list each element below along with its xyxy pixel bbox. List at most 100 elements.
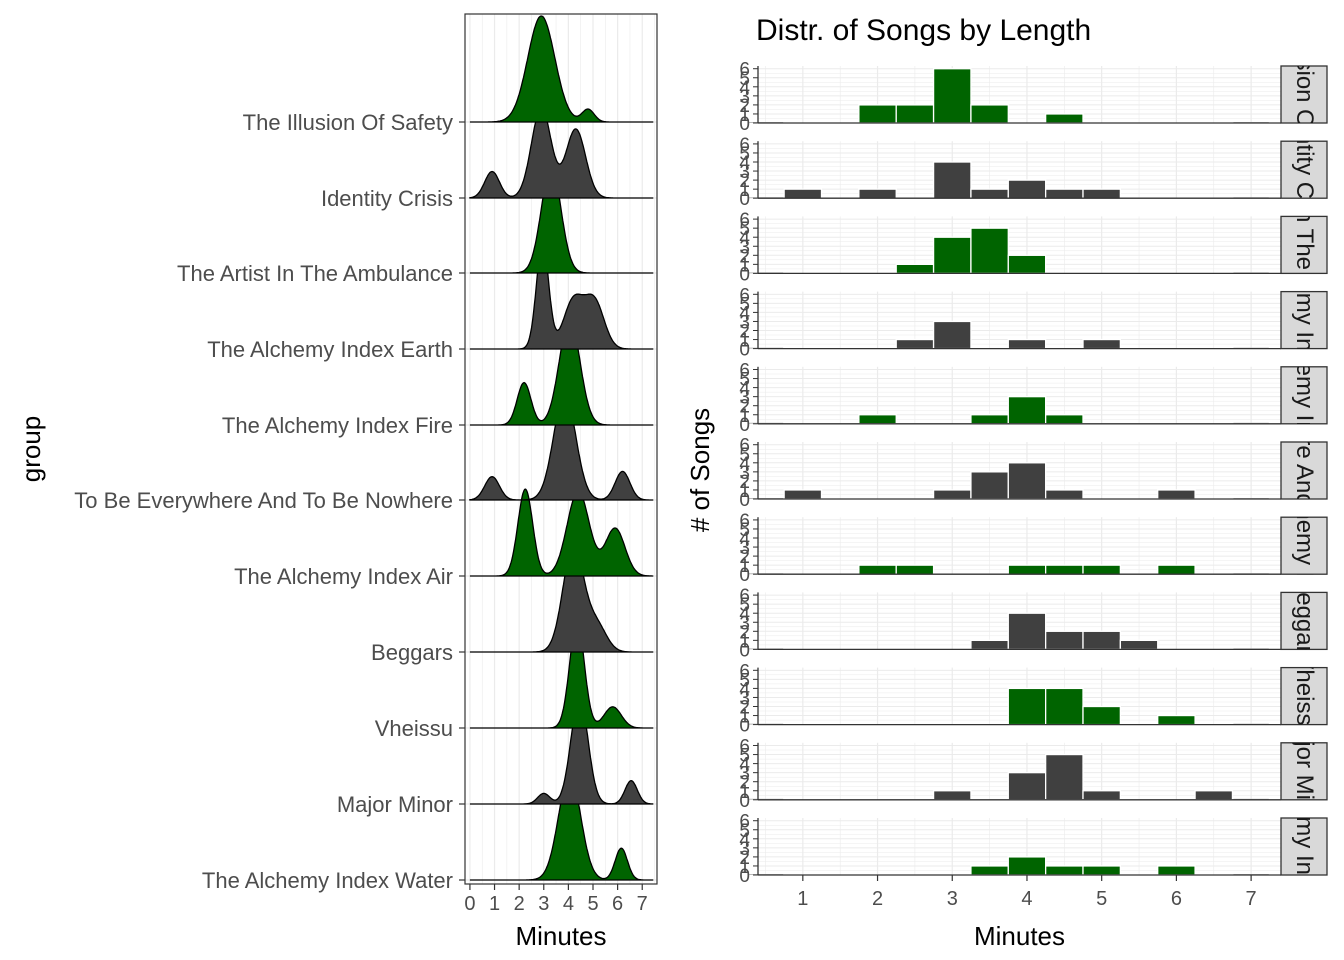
y-tick-label: 6: [739, 812, 750, 833]
y-tick-label: 5: [739, 445, 750, 466]
y-tick-label: 6: [739, 511, 750, 532]
y-tick-label: 1: [739, 406, 750, 427]
y-tick-label: To Be Everywhere And To Be Nowhere: [74, 488, 453, 513]
histogram-bar: [858, 104, 897, 124]
facet-strip-label: Vheissu: [1291, 653, 1318, 738]
x-tick-label: 0: [464, 893, 475, 915]
y-tick-label: 1: [739, 707, 750, 728]
y-tick-label: 4: [739, 228, 750, 249]
y-tick-label: 0: [739, 866, 750, 887]
x-tick-label: 7: [1246, 888, 1257, 910]
y-tick-label: 5: [739, 595, 750, 616]
histogram-bar: [970, 188, 1009, 199]
y-tick-label: 1: [739, 782, 750, 803]
histogram-bar: [1119, 639, 1159, 651]
y-tick-label: 4: [739, 153, 750, 174]
y-tick-label: 4: [739, 529, 750, 550]
y-tick-label: 1: [739, 556, 750, 577]
facet-strip: [1280, 516, 1328, 575]
histogram-bar: [1045, 113, 1084, 124]
histogram-bar: [932, 790, 972, 801]
y-tick-label: The Artist In The Ambulance: [177, 261, 453, 286]
histogram-bar: [1007, 687, 1047, 726]
y-tick-label: 3: [739, 688, 750, 709]
histogram-bar: [970, 865, 1009, 876]
histogram-bar: [1045, 687, 1084, 726]
facet-strip-label: The Illusion Of Safety: [1291, 0, 1318, 209]
y-tick-label: 4: [739, 379, 750, 400]
histogram-bar: [895, 564, 935, 575]
y-tick-label: 4: [739, 755, 750, 776]
y-tick-label: The Alchemy Index Earth: [207, 337, 453, 362]
histogram-bar: [1007, 856, 1047, 876]
x-tick-label: 2: [872, 888, 883, 910]
facet-strip-label-group: The Alchemy Index Earth: [1291, 292, 1318, 349]
y-tick-label: 6: [739, 361, 750, 382]
facet-strip-label: To Be Everywhere And To Be Nowhere: [1291, 264, 1318, 677]
histogram-bar: [970, 471, 1009, 500]
facet-strip: [1280, 65, 1328, 124]
histogram-bar: [895, 338, 935, 350]
x-tick-label: 3: [947, 888, 958, 910]
histogram-bar: [783, 489, 823, 500]
histogram-bar: [1157, 564, 1196, 575]
density-ridge: [469, 543, 654, 653]
histogram-bar: [895, 263, 935, 275]
y-tick-label: 2: [739, 322, 750, 343]
density-ridge: [469, 166, 654, 274]
y-tick-label: 4: [739, 830, 750, 851]
y-axis-title: # of Songs: [685, 408, 715, 532]
y-tick-label: 3: [739, 87, 750, 108]
y-tick-label: 2: [739, 472, 750, 493]
facet-strip: [1280, 441, 1328, 500]
facet-strip-label-group: To Be Everywhere And To Be Nowhere: [1291, 264, 1318, 677]
histogram-bar: [932, 320, 972, 350]
facet-strip-label-group: The Alchemy Index Air: [1291, 517, 1318, 574]
histogram-bar: [1045, 414, 1084, 425]
histogram-bar: [1157, 489, 1196, 500]
histogram-bar: [1082, 564, 1122, 575]
histogram-bar: [1007, 462, 1047, 500]
facet-strip-label-group: The Illusion Of Safety: [1291, 0, 1318, 209]
y-tick-label: The Illusion Of Safety: [243, 110, 453, 135]
facet-strip-label-group: The Alchemy Index Water: [1291, 818, 1318, 875]
facet-strip-label: Identity Crisis: [1291, 98, 1318, 242]
histogram-bar: [1082, 188, 1122, 199]
y-tick-label: 3: [739, 538, 750, 559]
y-tick-label: 5: [739, 520, 750, 541]
facet-strip-label-group: Beggars: [1291, 592, 1318, 649]
density-ridge: [469, 488, 654, 577]
histogram-bar: [932, 68, 972, 124]
y-tick-label: 6: [739, 586, 750, 607]
x-tick-label: 4: [1021, 888, 1032, 910]
histogram-bar: [1007, 612, 1047, 651]
x-tick-label: 6: [1171, 888, 1182, 910]
y-tick-label: 5: [739, 219, 750, 240]
chart-title: Distr. of Songs by Length: [756, 14, 1091, 47]
y-tick-label: 0: [739, 415, 750, 436]
histogram-bar: [932, 161, 972, 199]
histogram-bar: [970, 227, 1009, 275]
density-ridge: [469, 621, 654, 729]
x-tick-label: 6: [612, 893, 623, 915]
y-tick-label: The Alchemy Index Water: [202, 868, 453, 893]
y-tick-label: 6: [739, 60, 750, 81]
y-tick-label: 5: [739, 746, 750, 767]
histogram-bar: [1045, 489, 1084, 500]
y-tick-label: 3: [739, 237, 750, 258]
facet-strip: [1280, 591, 1328, 651]
y-tick-label: Vheissu: [375, 716, 453, 741]
facet-strip: [1280, 215, 1328, 275]
facet-strip-label: The Artist In The Ambulance: [1291, 94, 1318, 395]
histogram-bar: [1045, 865, 1084, 876]
histogram-bar: [1045, 753, 1084, 801]
y-tick-label: 5: [739, 144, 750, 165]
y-tick-label: 5: [739, 370, 750, 391]
y-tick-label: 2: [739, 698, 750, 719]
